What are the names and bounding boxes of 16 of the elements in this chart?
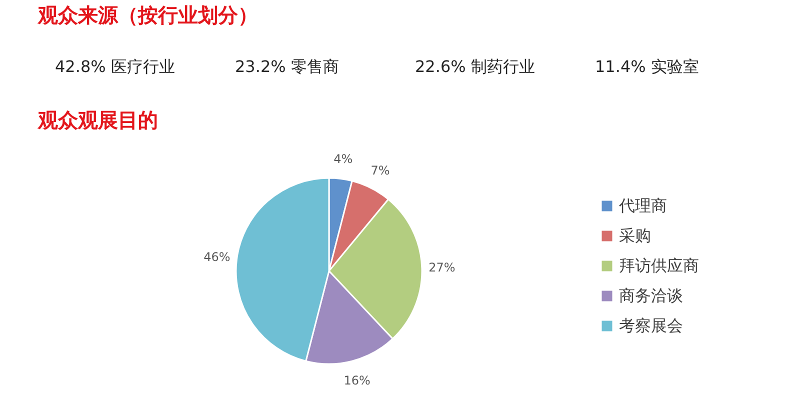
legend-label: 采购 <box>619 226 651 245</box>
data-label: 4% <box>334 152 353 166</box>
text: 42.8% 医疗行业 <box>55 57 175 76</box>
legend-label: 考察展会 <box>619 316 683 335</box>
text: 11.4% 实验室 <box>595 57 699 76</box>
legend-label: 代理商 <box>618 196 667 215</box>
data-label: 16% <box>344 373 370 388</box>
data-label: 46% <box>204 250 230 264</box>
legend-label: 拜访供应商 <box>619 256 699 275</box>
chart-title: 观众观展目的 <box>37 108 158 132</box>
data-label: 7% <box>370 163 390 178</box>
text: 22.6% 制药行业 <box>415 57 535 76</box>
data-label: 27% <box>428 260 456 274</box>
legend-label: 商务洽谈 <box>619 286 683 305</box>
text: 23.2% 零售商 <box>235 57 339 76</box>
text: 观众来源（按行业划分） <box>37 3 258 27</box>
